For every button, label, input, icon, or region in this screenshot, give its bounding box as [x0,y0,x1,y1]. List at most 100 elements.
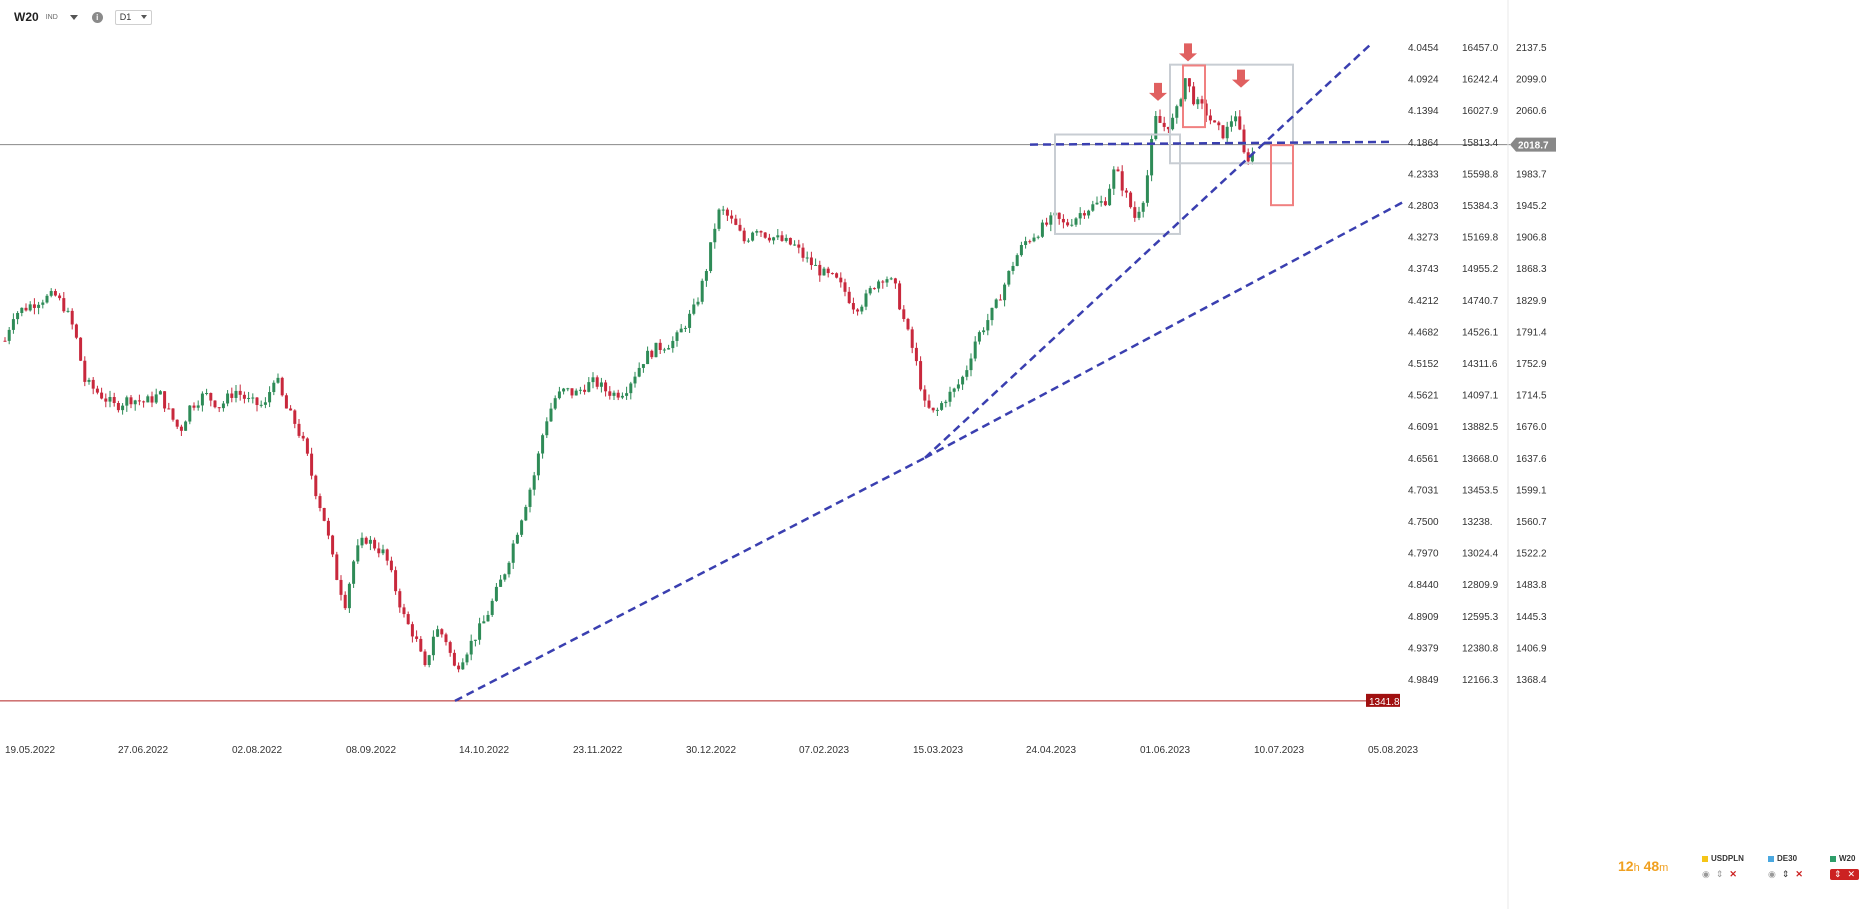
support-label: 1341.8 [1369,697,1400,708]
candle-body [1124,190,1128,193]
legend-label-w20: W20 [1839,854,1856,863]
candle-body [385,549,389,561]
candle-body [671,340,675,349]
candle-body [469,640,473,655]
candle-body [335,554,339,580]
candle-body [746,240,750,242]
candle-body [868,288,872,294]
candle-body [835,273,839,278]
symbol-label[interactable]: W20 [14,10,39,24]
candle-body [24,307,28,311]
candle-body [717,209,721,229]
candle-body [1036,236,1040,238]
candle-body [1024,241,1028,246]
candle-body [158,391,162,395]
candle-body [272,382,276,393]
x-tick-label: 02.08.2022 [232,745,282,756]
candle-body [314,475,318,497]
candle-body [969,358,973,371]
target-box [1270,144,1294,207]
close-icon: ✕ [1847,869,1856,879]
info-icon[interactable]: i [91,11,103,23]
candle-body [843,282,847,292]
candle-body [1166,126,1170,130]
candle-body [263,402,267,405]
candle-body [700,280,704,302]
candle-body [394,570,398,592]
trendline [1029,140,1391,146]
candle-body [1192,86,1196,105]
candle-body [326,520,330,536]
candle-body [965,370,969,377]
candle-body [1091,204,1095,211]
candle-body [461,662,465,670]
candle-body [1246,152,1250,162]
candle-body [1007,270,1011,285]
y-tick-label-2: 12166.3 [1462,675,1499,686]
candle-body [776,235,780,238]
y-tick-label-2: 16242.4 [1462,75,1499,86]
candle-body [557,391,561,399]
candle-body [406,614,410,625]
candle-body [368,539,372,544]
candle-body [142,401,146,403]
candle-body [331,535,335,555]
candle-body [524,506,528,521]
candle-body [1137,211,1141,218]
candle-body [373,539,377,549]
candle-body [507,562,511,575]
candle-body [1070,224,1074,226]
symbol-dropdown-icon[interactable] [69,14,78,20]
candle-body [520,520,524,535]
candle-body [452,652,456,666]
y-tick-label-2: 15384.3 [1462,201,1499,212]
candle-body [948,391,952,402]
candle-body [1217,122,1221,126]
candle-body [444,634,448,643]
y-tick-label-1: 4.9379 [1408,643,1439,654]
candle-body [1162,122,1166,127]
legend-w20[interactable]: W20 ⇕ ✕ [1830,854,1860,880]
range-box [1054,133,1181,235]
candle-body [95,388,99,393]
candle-body [116,403,120,411]
candle-body [608,391,612,396]
timer-hours: 12 [1618,858,1634,874]
x-tick-label: 15.03.2023 [913,745,963,756]
candle-body [175,419,179,427]
candle-body [759,231,763,233]
candle-body [566,388,570,390]
down-arrow-icon [1232,69,1250,88]
candle-body [1040,222,1044,237]
y-tick-label-1: 4.9849 [1408,675,1439,686]
candle-body [457,665,461,670]
candle-body [675,332,679,341]
legend-usdpln[interactable]: USDPLN ◉ ⇕ ✕ [1702,854,1744,880]
candle-body [679,328,683,333]
legend-de30[interactable]: DE30 ◉ ⇕ ✕ [1768,854,1803,880]
trendline [454,456,926,702]
candle-body [893,278,897,284]
candle-body [62,298,66,312]
candle-body [1120,171,1124,191]
candle-body [709,242,713,272]
candle-body [70,310,74,325]
y-tick-label-1: 4.3273 [1408,233,1439,244]
candle-body [150,396,154,403]
candle-body [826,268,830,274]
candle-body [692,304,696,314]
candle-body [289,408,293,411]
candle-body [793,244,797,246]
candle-body [654,342,658,358]
candle-body [1108,188,1112,206]
timeframe-select[interactable]: D1 [114,9,153,25]
x-tick-label: 14.10.2022 [459,745,509,756]
candle-body [1208,115,1212,121]
candle-body [74,324,78,338]
candle-body [591,377,595,383]
candle-body [1171,117,1175,130]
candle-body [356,545,360,562]
candle-body [322,507,326,521]
candle-body [1200,99,1204,104]
